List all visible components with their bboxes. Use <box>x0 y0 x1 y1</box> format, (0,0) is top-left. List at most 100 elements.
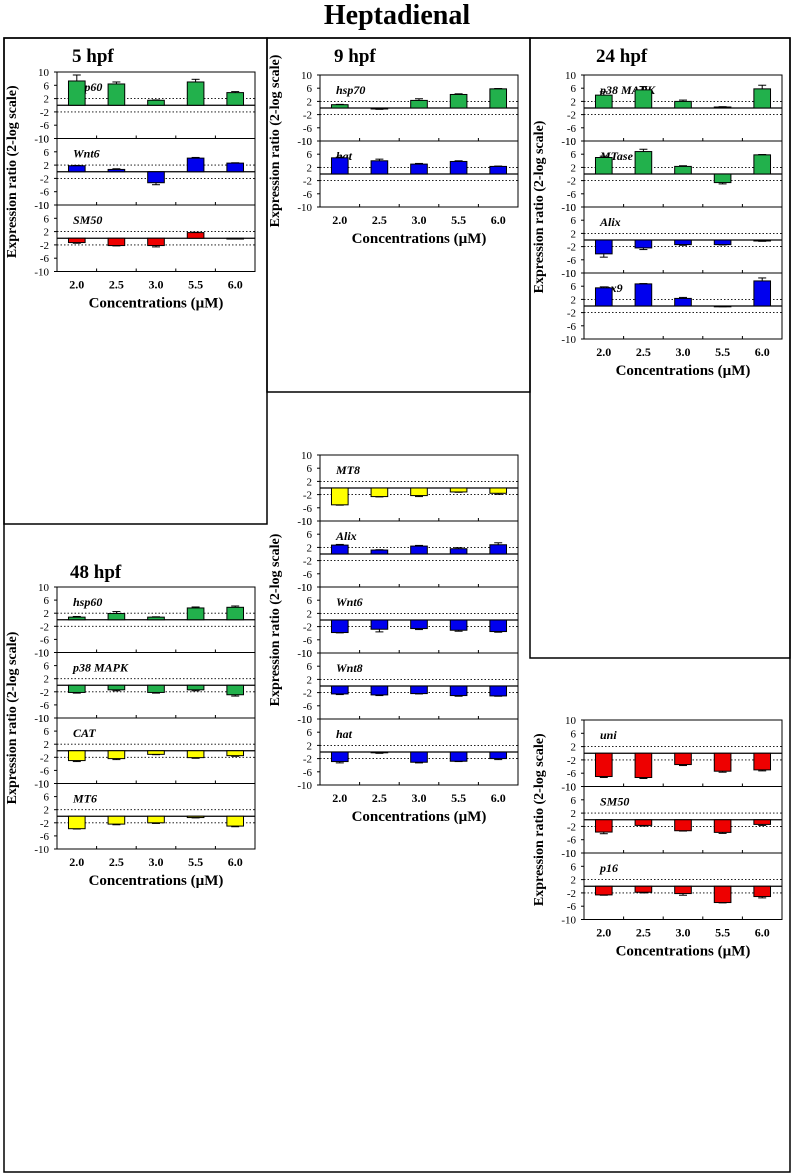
gene-label: hsp60 <box>73 595 102 609</box>
y-tick-label: -6 <box>567 768 577 780</box>
y-tick-label: 2 <box>44 739 50 751</box>
bar <box>634 239 653 249</box>
gene-label: Wnt8 <box>336 661 363 675</box>
y-tick-label: 10 <box>301 136 313 148</box>
bar <box>674 752 692 766</box>
y-tick-label: -6 <box>567 901 577 913</box>
gene-label: CAT <box>73 726 96 740</box>
gene-label: Alix <box>599 215 621 229</box>
bar <box>753 154 772 175</box>
bar <box>67 815 86 830</box>
bar <box>107 168 126 173</box>
y-tick-label: -10 <box>34 844 49 856</box>
y-tick-label: -10 <box>561 848 576 860</box>
y-tick-label: 6 <box>571 281 577 293</box>
bar <box>674 165 692 175</box>
x-tick-label: 2.5 <box>109 278 124 292</box>
x-axis-label: Concentrations (µM) <box>616 363 751 379</box>
y-tick-label: 10 <box>565 715 577 727</box>
x-tick-label: 2.5 <box>636 345 651 359</box>
x-tick-label: 2.0 <box>69 278 84 292</box>
y-tick-label: 6 <box>307 529 313 541</box>
bar <box>67 80 86 106</box>
bar <box>186 750 205 759</box>
y-tick-label: -2 <box>303 688 312 700</box>
y-tick-label: 6 <box>307 463 313 475</box>
y-tick-label: 2 <box>571 162 577 174</box>
charts-layer: 5 hpf1062-2-6-10hsp601062-2-6-10Wnt61062… <box>5 46 783 960</box>
bar <box>634 819 653 826</box>
y-tick-label: -10 <box>297 202 312 214</box>
figure-title: Heptadienal <box>324 0 470 31</box>
y-tick-label: 10 <box>38 713 50 725</box>
bar <box>634 151 653 175</box>
bar <box>410 545 428 555</box>
x-tick-label: 2.0 <box>69 855 84 869</box>
y-tick-label: -6 <box>567 321 577 333</box>
bar <box>489 685 508 697</box>
y-tick-label: -10 <box>34 713 49 725</box>
bar <box>713 173 732 184</box>
y-tick-label: -2 <box>567 110 576 122</box>
bar <box>594 885 613 896</box>
y-tick-label: 2 <box>571 808 577 820</box>
y-tick-label: -10 <box>561 782 576 794</box>
bar <box>107 684 126 691</box>
bar <box>449 751 468 762</box>
y-tick-label: 2 <box>44 608 50 620</box>
bar <box>489 165 508 175</box>
y-tick-label: 6 <box>307 595 313 607</box>
bar <box>410 163 428 175</box>
y-tick-label: 2 <box>307 542 313 554</box>
x-tick-label: 2.0 <box>332 791 347 805</box>
x-axis-label: Concentrations (µM) <box>352 231 487 247</box>
gene-label: uni <box>600 728 617 742</box>
bar <box>753 752 772 771</box>
bar <box>147 750 165 755</box>
y-tick-label: -2 <box>303 556 312 568</box>
y-tick-label: -6 <box>567 255 577 267</box>
bar <box>370 549 389 555</box>
bar <box>330 685 349 695</box>
bar <box>107 237 126 247</box>
y-tick-label: 10 <box>301 648 313 660</box>
bar <box>186 81 205 106</box>
y-tick-label: -2 <box>40 752 49 764</box>
x-tick-label: 6.0 <box>228 855 243 869</box>
y-tick-label: -6 <box>567 835 577 847</box>
y-tick-label: 10 <box>38 582 50 594</box>
x-tick-label: 5.5 <box>188 278 203 292</box>
y-tick-label: -10 <box>34 648 49 660</box>
y-tick-label: 2 <box>44 94 50 106</box>
bar <box>713 752 732 772</box>
x-tick-label: 5.5 <box>188 855 203 869</box>
y-tick-label: -2 <box>40 621 49 633</box>
y-tick-label: -2 <box>303 490 312 502</box>
panel-p16: 106 2-2-6 -10 p16 <box>561 848 783 927</box>
bar <box>67 684 86 693</box>
y-tick-label: 10 <box>301 582 313 594</box>
bar <box>753 819 772 825</box>
timepoint-label: 24 hpf <box>596 46 648 67</box>
x-tick-label: 3.0 <box>676 926 691 940</box>
y-tick-label: -2 <box>567 242 576 254</box>
bar <box>226 162 245 173</box>
y-tick-label: -10 <box>297 516 312 528</box>
x-axis-label: Concentrations (µM) <box>616 944 751 960</box>
outer-border <box>3 37 791 1173</box>
x-tick-label: 3.0 <box>412 791 427 805</box>
y-tick-label: -6 <box>303 701 313 713</box>
x-tick-label: 2.0 <box>596 345 611 359</box>
bar <box>410 685 428 695</box>
